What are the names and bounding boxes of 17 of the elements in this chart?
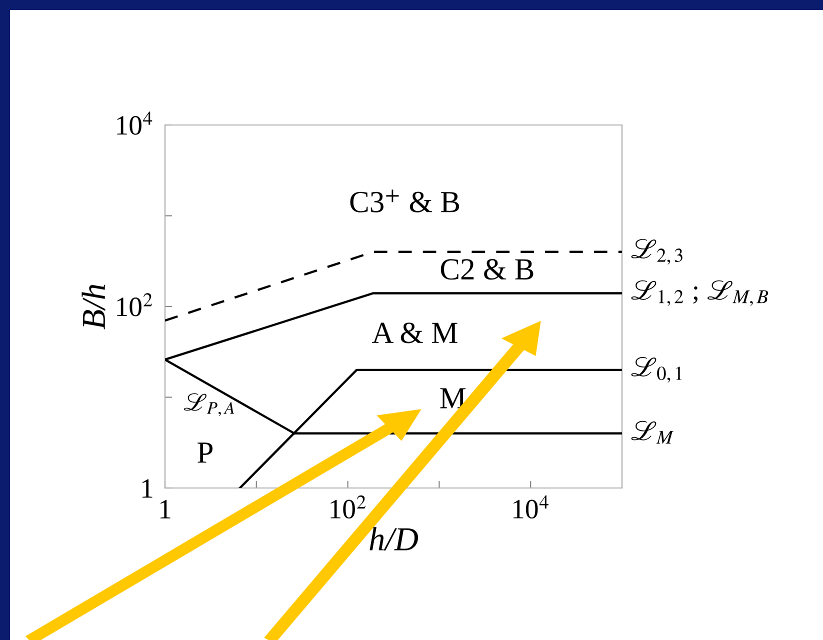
series-label: ℒ$_{2,3}$ bbox=[631, 238, 682, 264]
annotation: ℒ$_{P,A}$ bbox=[184, 393, 234, 416]
annotation: A & M bbox=[372, 322, 458, 344]
x-tick-label: 10$^{4}$ bbox=[513, 495, 548, 519]
annotation: P bbox=[198, 442, 212, 463]
series-label: ℒ$_{M}$ bbox=[631, 420, 674, 444]
annotation: C2 & B bbox=[440, 259, 534, 280]
y-tick-label: 10$^{4}$ bbox=[117, 112, 152, 135]
x-tick-label: 1 bbox=[160, 500, 170, 518]
series-label: ℒ$_{0,1}$ bbox=[631, 357, 682, 383]
y-axis-title: B/h bbox=[82, 284, 106, 330]
series-label: ℒ$_{1,2}$ ; ℒ$_{M,B}$ bbox=[631, 280, 768, 306]
y-tick-label: 10$^{2}$ bbox=[117, 293, 152, 316]
annotation: C3$^{+}$ & B bbox=[350, 190, 460, 212]
x-axis-title: h/D bbox=[370, 527, 418, 551]
y-tick-label: 1 bbox=[142, 479, 152, 498]
x-tick-label: 10$^{2}$ bbox=[330, 495, 366, 519]
